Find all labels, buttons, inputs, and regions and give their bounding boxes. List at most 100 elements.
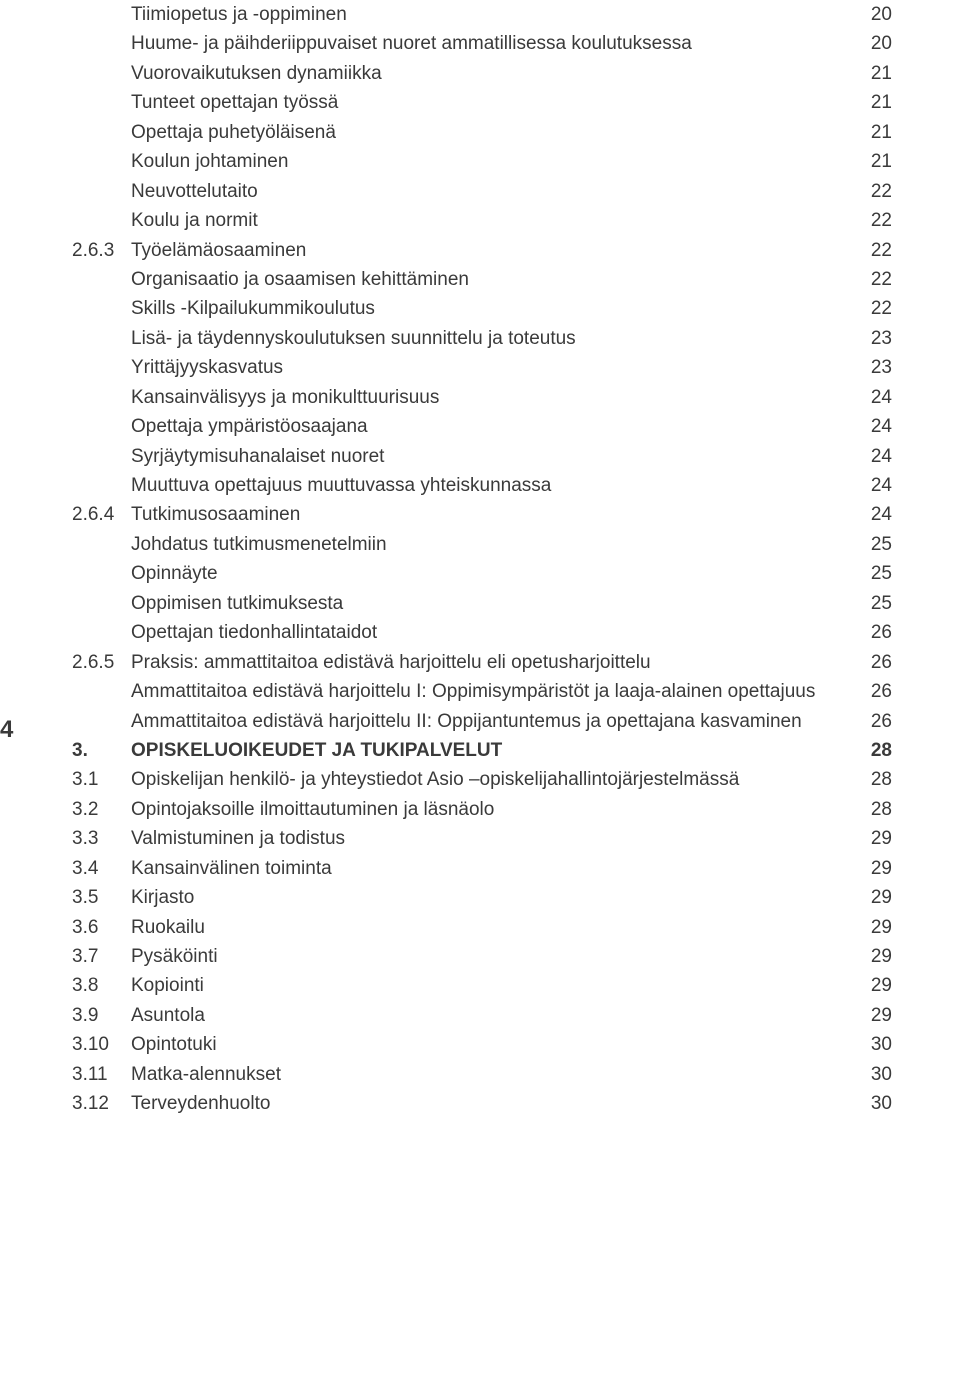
toc-title: Kansainvälinen toiminta	[131, 854, 862, 883]
toc-row: Opettajan tiedonhallintataidot26	[72, 618, 892, 647]
toc-page-number: 29	[862, 854, 892, 883]
toc-section-number: 2.6.5	[72, 648, 131, 677]
toc-page-number: 29	[862, 824, 892, 853]
toc-row: Organisaatio ja osaamisen kehittäminen22	[72, 265, 892, 294]
toc-title: Koulu ja normit	[131, 206, 862, 235]
toc-title: OPISKELUOIKEUDET JA TUKIPALVELUT	[131, 736, 862, 765]
toc-section-number: 3.1	[72, 765, 131, 794]
toc-section-number: 3.	[72, 736, 131, 765]
toc-title: Asuntola	[131, 1001, 862, 1030]
toc-page-number: 29	[862, 942, 892, 971]
toc-row: 3.10Opintotuki30	[72, 1030, 892, 1059]
toc-row: Lisä- ja täydennyskoulutuksen suunnittel…	[72, 324, 892, 353]
toc-row: 2.6.4Tutkimusosaaminen24	[72, 500, 892, 529]
toc-page-number: 24	[862, 471, 892, 500]
toc-row: Opettaja ympäristöosaajana24	[72, 412, 892, 441]
toc-row: Yrittäjyyskasvatus23	[72, 353, 892, 382]
toc-page-number: 22	[862, 236, 892, 265]
toc-page-number: 28	[862, 736, 892, 765]
toc-title: Vuorovaikutuksen dynamiikka	[131, 59, 862, 88]
toc-section-number: 3.2	[72, 795, 131, 824]
toc-row: 3.1Opiskelijan henkilö- ja yhteystiedot …	[72, 765, 892, 794]
toc-section-number: 3.9	[72, 1001, 131, 1030]
toc-title: Kirjasto	[131, 883, 862, 912]
toc-title: Tiimiopetus ja -oppiminen	[131, 0, 862, 29]
toc-page-number: 22	[862, 206, 892, 235]
toc-title: Opettaja ympäristöosaajana	[131, 412, 862, 441]
toc-row: 3.6Ruokailu29	[72, 913, 892, 942]
toc-title: Oppimisen tutkimuksesta	[131, 589, 862, 618]
toc-section-number: 3.7	[72, 942, 131, 971]
toc-title: Opiskelijan henkilö- ja yhteystiedot Asi…	[131, 765, 862, 794]
toc-content: Tiimiopetus ja -oppiminen20Huume- ja päi…	[72, 0, 892, 1119]
toc-row: Oppimisen tutkimuksesta25	[72, 589, 892, 618]
toc-row: Koulu ja normit22	[72, 206, 892, 235]
toc-page-number: 29	[862, 971, 892, 1000]
toc-title: Kansainvälisyys ja monikulttuurisuus	[131, 383, 862, 412]
toc-row: Ammattitaitoa edistävä harjoittelu II: O…	[72, 707, 892, 736]
toc-row: Huume- ja päihderiippuvaiset nuoret amma…	[72, 29, 892, 58]
toc-page-number: 23	[862, 353, 892, 382]
toc-page-number: 23	[862, 324, 892, 353]
toc-title: Opettajan tiedonhallintataidot	[131, 618, 862, 647]
toc-page-number: 25	[862, 530, 892, 559]
toc-page-number: 21	[862, 59, 892, 88]
toc-title: Ammattitaitoa edistävä harjoittelu II: O…	[131, 707, 862, 736]
toc-page-number: 21	[862, 147, 892, 176]
toc-title: Työelämäosaaminen	[131, 236, 862, 265]
toc-row: Syrjäytymisuhanalaiset nuoret24	[72, 442, 892, 471]
toc-row: 3.OPISKELUOIKEUDET JA TUKIPALVELUT28	[72, 736, 892, 765]
toc-page-number: 21	[862, 88, 892, 117]
toc-page-number: 29	[862, 1001, 892, 1030]
toc-row: 2.6.5Praksis: ammattitaitoa edistävä har…	[72, 648, 892, 677]
toc-title: Organisaatio ja osaamisen kehittäminen	[131, 265, 862, 294]
toc-title: Pysäköinti	[131, 942, 862, 971]
toc-page-number: 24	[862, 442, 892, 471]
toc-section-number: 2.6.4	[72, 500, 131, 529]
toc-page-number: 29	[862, 913, 892, 942]
toc-row: 3.8Kopiointi29	[72, 971, 892, 1000]
toc-row: Opettaja puhetyöläisenä21	[72, 118, 892, 147]
toc-page-number: 28	[862, 795, 892, 824]
toc-row: 3.11Matka-alennukset30	[72, 1060, 892, 1089]
toc-row: 3.7Pysäköinti29	[72, 942, 892, 971]
toc-page-number: 26	[862, 648, 892, 677]
toc-title: Neuvottelutaito	[131, 177, 862, 206]
toc-section-number: 3.3	[72, 824, 131, 853]
toc-title: Tunteet opettajan työssä	[131, 88, 862, 117]
toc-row: Kansainvälisyys ja monikulttuurisuus24	[72, 383, 892, 412]
toc-page-number: 20	[862, 29, 892, 58]
toc-row: 3.3Valmistuminen ja todistus29	[72, 824, 892, 853]
toc-title: Opettaja puhetyöläisenä	[131, 118, 862, 147]
toc-title: Lisä- ja täydennyskoulutuksen suunnittel…	[131, 324, 862, 353]
toc-title: Valmistuminen ja todistus	[131, 824, 862, 853]
toc-title: Matka-alennukset	[131, 1060, 862, 1089]
toc-page-number: 20	[862, 0, 892, 29]
toc-page-number: 30	[862, 1030, 892, 1059]
toc-title: Yrittäjyyskasvatus	[131, 353, 862, 382]
toc-section-number: 3.6	[72, 913, 131, 942]
toc-row: 2.6.3Työelämäosaaminen22	[72, 236, 892, 265]
toc-page-number: 26	[862, 618, 892, 647]
toc-row: Vuorovaikutuksen dynamiikka21	[72, 59, 892, 88]
toc-title: Syrjäytymisuhanalaiset nuoret	[131, 442, 862, 471]
toc-row: Tiimiopetus ja -oppiminen20	[72, 0, 892, 29]
toc-row: Koulun johtaminen21	[72, 147, 892, 176]
toc-page-number: 30	[862, 1060, 892, 1089]
toc-page-number: 22	[862, 177, 892, 206]
toc-row: Neuvottelutaito22	[72, 177, 892, 206]
toc-row: 3.9Asuntola29	[72, 1001, 892, 1030]
toc-title: Terveydenhuolto	[131, 1089, 862, 1118]
toc-title: Tutkimusosaaminen	[131, 500, 862, 529]
toc-row: 3.4Kansainvälinen toiminta29	[72, 854, 892, 883]
toc-page-number: 25	[862, 589, 892, 618]
toc-page-number: 29	[862, 883, 892, 912]
toc-section-number: 3.11	[72, 1060, 131, 1089]
toc-section-number: 3.5	[72, 883, 131, 912]
toc-page-number: 21	[862, 118, 892, 147]
toc-row: Skills -Kilpailukummikoulutus22	[72, 294, 892, 323]
toc-page-number: 26	[862, 707, 892, 736]
toc-section-number: 3.4	[72, 854, 131, 883]
toc-title: Skills -Kilpailukummikoulutus	[131, 294, 862, 323]
toc-page-number: 28	[862, 765, 892, 794]
